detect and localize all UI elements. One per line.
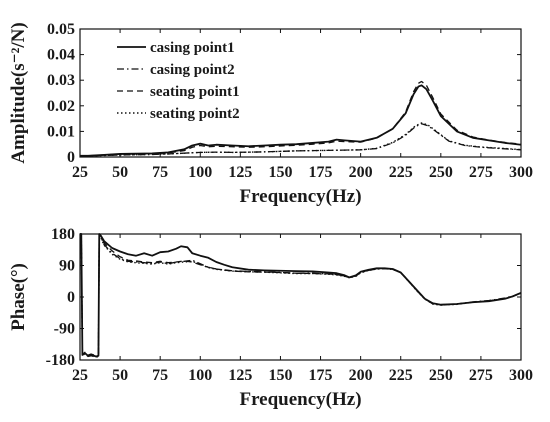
series-line-seating-point2 xyxy=(79,122,522,157)
legend-label: seating point2 xyxy=(150,106,240,122)
y-tick-label: 0.03 xyxy=(47,72,75,89)
series-line-trace-1 xyxy=(80,233,522,358)
x-tick-label: 25 xyxy=(72,367,88,384)
x-tick-label: 50 xyxy=(112,164,128,181)
y-tick-label: -180 xyxy=(46,352,75,369)
series-line-trace-2 xyxy=(80,233,522,358)
y-tick-label: 0 xyxy=(67,289,75,306)
x-tick-label: 75 xyxy=(152,367,168,384)
x-tick-label: 250 xyxy=(429,367,453,384)
x-tick-label: 25 xyxy=(72,164,88,181)
x-tick-label: 125 xyxy=(228,367,252,384)
y-tick-label: 0.05 xyxy=(47,21,75,38)
x-tick-label: 75 xyxy=(152,164,168,181)
x-tick-label: 275 xyxy=(469,164,493,181)
x-tick-label: 200 xyxy=(349,367,373,384)
x-tick-label: 300 xyxy=(509,367,533,384)
y-tick-label: -90 xyxy=(54,321,75,338)
y-tick-label: 180 xyxy=(51,226,75,243)
legend-label: casing point2 xyxy=(150,62,235,78)
x-tick-label: 100 xyxy=(188,164,212,181)
series-line-trace-3 xyxy=(80,233,522,357)
x-tick-label: 250 xyxy=(429,164,453,181)
legend-label: casing point1 xyxy=(150,40,235,56)
x-tick-label: 50 xyxy=(112,367,128,384)
y-tick-label: 0.01 xyxy=(47,123,75,140)
y-axis-label: Amplitude(s⁻²/N) xyxy=(8,22,29,163)
y-tick-label: 0.04 xyxy=(47,47,75,64)
x-tick-label: 300 xyxy=(509,164,533,181)
x-tick-label: 175 xyxy=(309,367,333,384)
x-tick-label: 150 xyxy=(268,367,292,384)
series-line-seating-point1 xyxy=(80,80,522,157)
y-tick-label: 90 xyxy=(59,258,75,275)
x-tick-label: 150 xyxy=(268,164,292,181)
x-tick-label: 225 xyxy=(389,367,413,384)
x-tick-label: 225 xyxy=(389,164,413,181)
plot-frame xyxy=(79,28,522,158)
x-axis-label: Frequency(Hz) xyxy=(239,389,361,410)
plot-frame xyxy=(79,233,522,361)
legend-label: seating point1 xyxy=(150,84,240,100)
x-tick-label: 100 xyxy=(188,367,212,384)
amplitude-chart: 25 50 75 100 125 150 175 200 225 250 275 300 0 0.01 0.… xyxy=(8,21,533,207)
phase-chart: 25 50 75 100 125 150 175 200 225 250 275 300 180 90 0 -… xyxy=(8,226,533,410)
x-tick-label: 275 xyxy=(469,367,493,384)
y-tick-label: 0.02 xyxy=(47,98,75,115)
y-tick-label: 0 xyxy=(67,149,75,166)
x-tick-label: 175 xyxy=(309,164,333,181)
x-tick-label: 200 xyxy=(349,164,373,181)
y-axis-label: Phase(°) xyxy=(8,263,29,331)
x-tick-label: 125 xyxy=(228,164,252,181)
x-axis-label: Frequency(Hz) xyxy=(239,186,361,207)
series-line-trace-4 xyxy=(80,233,522,358)
